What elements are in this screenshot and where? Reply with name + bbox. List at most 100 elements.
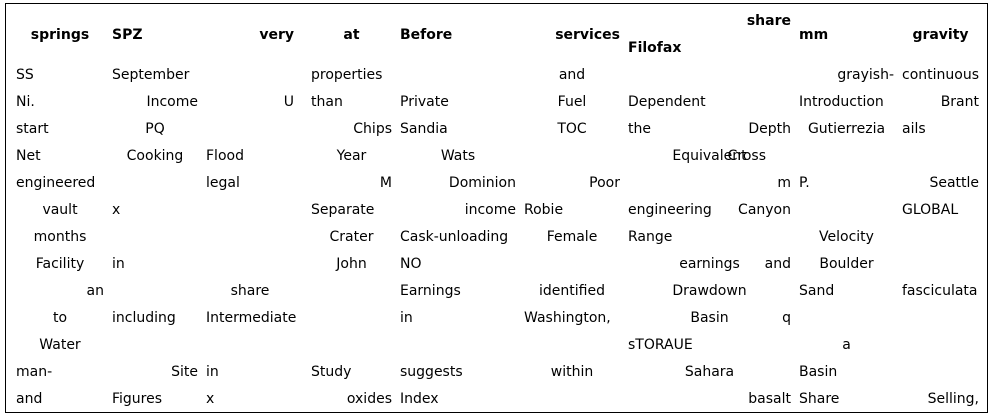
table-cell: an [86, 283, 104, 299]
table-cell: oxides [346, 391, 392, 407]
table-cell: share [230, 283, 270, 299]
table-cell: Basin [690, 310, 729, 326]
table-cell: months [33, 229, 87, 245]
table-cell: PQ [145, 121, 165, 137]
table-cell: Private [400, 94, 449, 110]
table-cell: September [112, 67, 190, 83]
table-cell: Depth [748, 121, 791, 137]
table-cell: Poor [589, 175, 620, 191]
table-cell: Wats [440, 148, 476, 164]
table-cell: Drawdown [672, 283, 747, 299]
table-cell: continuous [902, 67, 979, 83]
table-cell: Chips [353, 121, 392, 137]
table-cell: Dependent [628, 94, 706, 110]
table-cell: Study [311, 364, 352, 380]
table-cell: Seattle [929, 175, 979, 191]
table-cell: Earnings [400, 283, 461, 299]
table-cell: Dominion [448, 175, 516, 191]
column-header: Filofax [628, 40, 682, 56]
table-cell: Sand [799, 283, 835, 299]
table-cell: Cooking [126, 148, 184, 164]
table-cell: P. [799, 175, 810, 191]
table-cell: identified [539, 283, 605, 299]
table-cell: including [112, 310, 176, 326]
table-cell: m [777, 175, 791, 191]
table-cell: Cross [727, 148, 766, 164]
table-frame [5, 3, 988, 413]
table-cell: Gutierrezia [807, 121, 886, 137]
column-header: mm [799, 27, 829, 43]
table-cell: grayish- [837, 67, 894, 83]
table-cell: Index [400, 391, 439, 407]
table-cell: Range [628, 229, 673, 245]
table-cell: M [379, 175, 392, 191]
table-cell: a [842, 337, 851, 353]
table-cell: Facility [35, 256, 85, 272]
table-cell: Canyon [738, 202, 791, 218]
table-cell: Equivalent [672, 148, 747, 164]
table-cell: x [112, 202, 121, 218]
table-cell: Share [799, 391, 840, 407]
column-header: very [259, 27, 294, 43]
column-header: share [746, 13, 791, 29]
table-cell: Brant [940, 94, 979, 110]
table-cell: in [112, 256, 125, 272]
table-cell: within [550, 364, 594, 380]
table-cell: and [558, 67, 586, 83]
table-cell: Velocity [819, 229, 874, 245]
column-header: SPZ [112, 27, 143, 43]
table-cell: Intermediate [206, 310, 297, 326]
table-cell: Female [546, 229, 598, 245]
table-cell: legal [206, 175, 240, 191]
table-cell: Selling, [927, 391, 979, 407]
table-cell: and [16, 391, 43, 407]
table-cell: ails [902, 121, 926, 137]
table-cell: q [782, 310, 791, 326]
table-cell: Flood [206, 148, 244, 164]
table-cell: GLOBAL [902, 202, 959, 218]
table-cell: U [283, 94, 294, 110]
table-cell: NO [400, 256, 422, 272]
table-cell: TOC [557, 121, 587, 137]
column-header: services [555, 27, 620, 43]
column-header: gravity [912, 27, 969, 43]
table-cell: engineered [16, 175, 96, 191]
table-cell: Fuel [557, 94, 587, 110]
table-cell: Basin [799, 364, 838, 380]
table-cell: suggests [400, 364, 463, 380]
table-cell: fasciculata [902, 283, 978, 299]
table-cell: earnings [679, 256, 740, 272]
table-cell: Washington, [524, 310, 611, 326]
table-cell: Crater [329, 229, 374, 245]
column-header: at [343, 27, 360, 43]
table-cell: to [52, 310, 68, 326]
table-cell: Income [146, 94, 198, 110]
table-cell: sTORAUE [628, 337, 693, 353]
table-cell: man- [16, 364, 53, 380]
table-cell: Net [16, 148, 41, 164]
table-cell: SS [16, 67, 34, 83]
table-cell: John [336, 256, 367, 272]
table-cell: Cask-unloading [400, 229, 509, 245]
column-header: springs [30, 27, 90, 43]
table-cell: Ni. [16, 94, 35, 110]
table-cell: basalt [748, 391, 791, 407]
table-cell: Robie [524, 202, 564, 218]
table-cell: properties [311, 67, 383, 83]
table-cell: x [206, 391, 215, 407]
table-cell: the [628, 121, 651, 137]
table-cell: start [16, 121, 49, 137]
table-cell: engineering [628, 202, 712, 218]
table-cell: in [206, 364, 219, 380]
table-cell: in [400, 310, 413, 326]
table-cell: Sahara [684, 364, 735, 380]
table-cell: Separate [311, 202, 375, 218]
table-cell: vault [42, 202, 78, 218]
column-header: Before [400, 27, 453, 43]
table-cell: Boulder [819, 256, 874, 272]
table-cell: than [311, 94, 343, 110]
table-cell: Figures [112, 391, 163, 407]
table-cell: Year [336, 148, 367, 164]
table-cell: Introduction [799, 94, 884, 110]
table-cell: Sandia [400, 121, 448, 137]
